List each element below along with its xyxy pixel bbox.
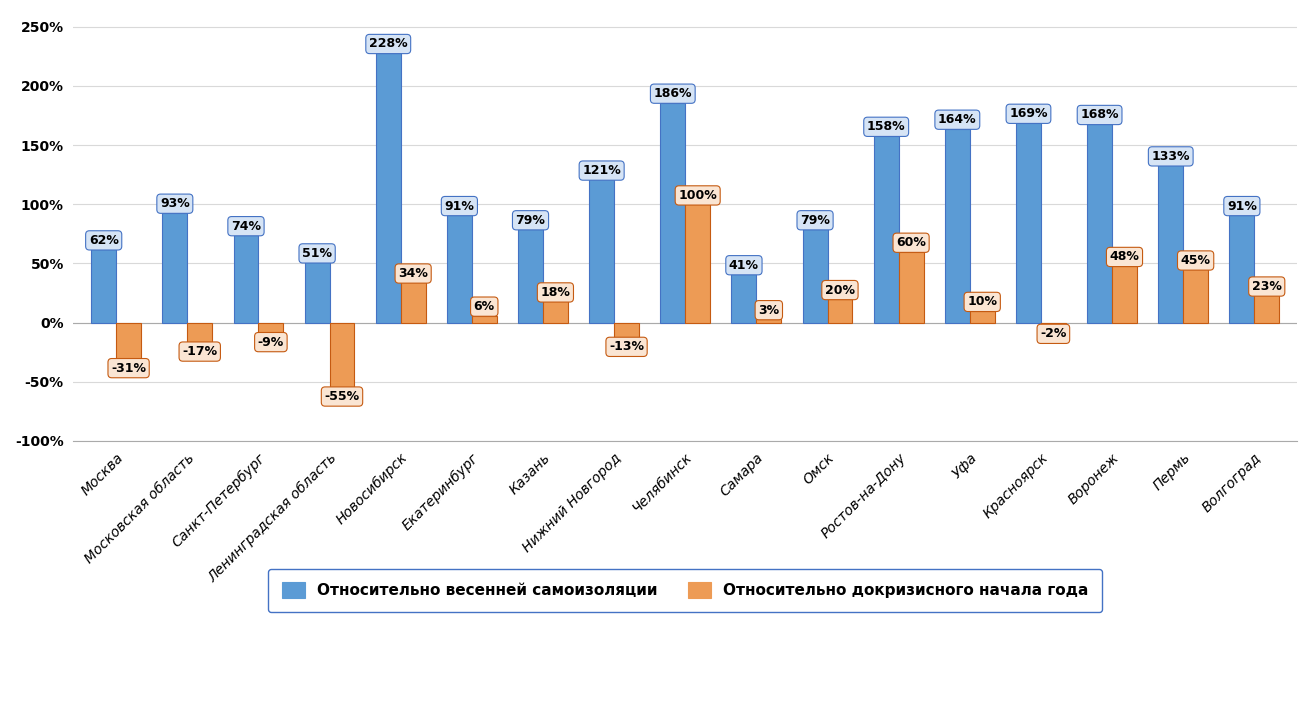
Bar xyxy=(92,249,117,323)
Text: -55%: -55% xyxy=(324,390,359,403)
Text: 168%: 168% xyxy=(1080,108,1119,121)
Text: 48%: 48% xyxy=(1110,250,1139,263)
Text: 74%: 74% xyxy=(231,220,261,233)
Text: 51%: 51% xyxy=(302,247,332,260)
Bar xyxy=(1254,295,1279,323)
Bar xyxy=(732,274,757,323)
Text: 91%: 91% xyxy=(445,200,475,212)
Text: 45%: 45% xyxy=(1181,254,1211,267)
Text: 18%: 18% xyxy=(541,286,571,299)
Text: 186%: 186% xyxy=(653,87,691,100)
Bar xyxy=(757,319,781,323)
Bar xyxy=(970,310,994,323)
Text: -2%: -2% xyxy=(1040,327,1067,340)
Text: 121%: 121% xyxy=(583,164,621,177)
Bar xyxy=(1015,123,1040,323)
Text: 41%: 41% xyxy=(729,259,758,272)
Text: 91%: 91% xyxy=(1227,200,1257,212)
Text: 158%: 158% xyxy=(867,120,905,133)
Legend: Относительно весенней самоизоляции, Относительно докризисного начала года: Относительно весенней самоизоляции, Отно… xyxy=(268,569,1102,612)
Text: 100%: 100% xyxy=(678,189,718,202)
Text: 6%: 6% xyxy=(474,300,495,313)
Bar xyxy=(1040,323,1065,325)
Text: -31%: -31% xyxy=(112,361,146,374)
Bar xyxy=(660,103,685,323)
Text: 169%: 169% xyxy=(1009,108,1048,120)
Text: 20%: 20% xyxy=(825,284,855,297)
Text: 79%: 79% xyxy=(516,214,546,227)
Bar xyxy=(188,323,213,342)
Text: 62%: 62% xyxy=(89,234,118,247)
Bar xyxy=(258,323,283,333)
Text: 164%: 164% xyxy=(938,113,976,126)
Bar xyxy=(1088,124,1113,323)
Bar xyxy=(828,299,853,323)
Bar xyxy=(614,323,639,338)
Bar xyxy=(803,229,828,323)
Bar xyxy=(543,301,568,323)
Text: 79%: 79% xyxy=(800,214,830,227)
Bar xyxy=(329,323,354,387)
Text: 133%: 133% xyxy=(1152,150,1190,163)
Text: 3%: 3% xyxy=(758,304,779,317)
Bar xyxy=(589,180,614,323)
Bar xyxy=(945,129,970,323)
Text: 34%: 34% xyxy=(399,267,428,280)
Text: -13%: -13% xyxy=(609,340,644,353)
Bar xyxy=(685,204,710,323)
Text: -17%: -17% xyxy=(182,345,218,358)
Bar xyxy=(874,136,899,323)
Bar xyxy=(1158,165,1183,323)
Bar xyxy=(234,235,258,323)
Text: 228%: 228% xyxy=(369,38,408,50)
Bar xyxy=(518,229,543,323)
Bar xyxy=(163,212,188,323)
Bar xyxy=(400,282,425,323)
Bar xyxy=(304,262,329,323)
Bar xyxy=(472,316,497,323)
Text: 60%: 60% xyxy=(896,236,926,249)
Text: 23%: 23% xyxy=(1252,280,1282,293)
Bar xyxy=(1113,266,1138,323)
Bar xyxy=(1229,215,1254,323)
Bar xyxy=(1183,270,1208,323)
Text: 93%: 93% xyxy=(160,197,190,210)
Text: -9%: -9% xyxy=(257,336,283,349)
Bar xyxy=(899,252,924,323)
Text: 10%: 10% xyxy=(967,295,997,308)
Bar xyxy=(375,53,400,323)
Bar xyxy=(447,215,472,323)
Bar xyxy=(117,323,142,359)
